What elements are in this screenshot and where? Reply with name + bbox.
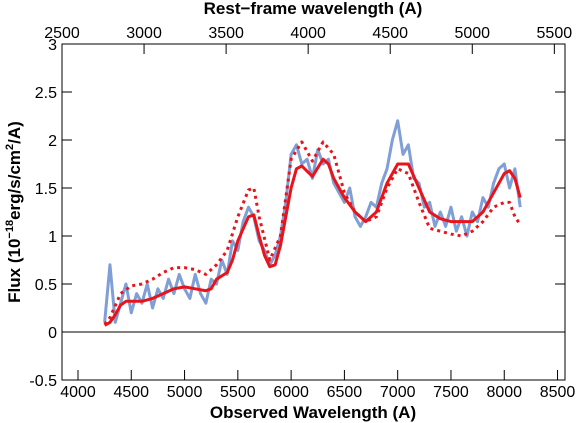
chart-title: Rest−frame wavelength (A) — [204, 0, 423, 18]
x-tick-label: 6000 — [273, 384, 309, 401]
y-label-part: erg/s/cm — [5, 150, 24, 220]
x2-tick-label: 3500 — [208, 25, 244, 42]
y-label-part: Flux (10 — [5, 239, 24, 303]
x-tick-label: 8500 — [540, 384, 576, 401]
x-tick-label: 4500 — [113, 384, 149, 401]
y-tick-label: 3 — [48, 37, 57, 54]
x2-tick-label: 3000 — [126, 25, 162, 42]
plot-frame — [61, 43, 566, 381]
x-tick-label: 5000 — [167, 384, 203, 401]
x2-tick-label: 5000 — [454, 25, 490, 42]
y-tick-label: 0 — [48, 325, 57, 342]
x-axis-label: Observed Wavelength (A) — [210, 403, 416, 422]
x-tick-label: 8000 — [486, 384, 522, 401]
x2-tick-label: 4500 — [372, 25, 408, 42]
y-label-sup: 2 — [4, 144, 16, 150]
series-line — [103, 140, 522, 326]
y-tick-label: 1 — [48, 229, 57, 246]
x-tick-label: 6500 — [327, 384, 363, 401]
y-tick-label: 2 — [48, 133, 57, 150]
y-tick-label: 2.5 — [35, 85, 57, 102]
x-tick-label: 4000 — [60, 384, 96, 401]
y-tick-label: -0.5 — [29, 373, 57, 390]
y-axis-label: Flux (10−18erg/s/cm2/A) — [4, 121, 24, 303]
series-line — [103, 157, 522, 327]
x-tick-label: 7000 — [380, 384, 416, 401]
x-tick-label: 7500 — [433, 384, 469, 401]
y-label-part: /A) — [5, 121, 24, 144]
x2-tick-label: 5500 — [537, 25, 573, 42]
series-line — [103, 119, 522, 324]
y-label-sup: −18 — [4, 220, 16, 239]
x2-tick-label: 4000 — [290, 25, 326, 42]
y-tick-label: 1.5 — [35, 181, 57, 198]
y-tick-label: 0.5 — [35, 277, 57, 294]
x2-tick-label: 2500 — [44, 25, 80, 42]
x-tick-label: 5500 — [220, 384, 256, 401]
